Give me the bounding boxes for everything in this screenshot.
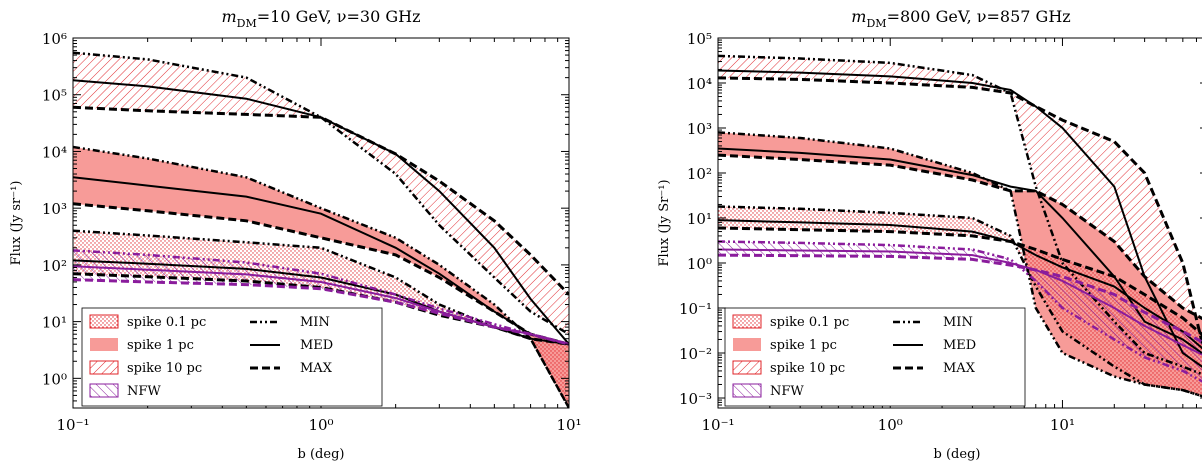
legend-label-spike-0.1pc: spike 0.1 pc: [770, 315, 849, 330]
legend-label-spike-0.1pc: spike 0.1 pc: [127, 315, 206, 330]
legend-label-nfw: NFW: [127, 384, 161, 399]
panel-left-axes: 10⁻¹ 10⁰ 10¹ 10⁰ 10¹ 10² 10³ 10⁴ 10⁵ 10⁶: [42, 30, 582, 434]
y-tick-label: 10⁰: [687, 255, 712, 273]
y-tick-label: 10²: [42, 257, 67, 275]
y-tick-label: 10³: [687, 120, 712, 138]
line-nfw-min: [73, 249, 569, 346]
legend-label-spike-10pc: spike 10 pc: [127, 361, 202, 376]
line-spike-10-pc-med: [718, 69, 1202, 368]
y-tick-label: 10⁻³: [679, 390, 712, 408]
legend-swatch-spike-10pc: [732, 360, 762, 375]
y-tick-label: 10¹: [42, 314, 67, 332]
panel-right-title: mDM=800 GeV, ν=857 GHz: [851, 7, 1070, 30]
legend-label-min: MIN: [300, 315, 330, 330]
legend-swatch-spike-1pc: [733, 338, 761, 351]
panel-left-plot-area: [73, 51, 569, 408]
line-spike-10-pc-min: [718, 54, 1202, 376]
legend-label-spike-1pc: spike 1 pc: [770, 338, 837, 353]
panel-right-ylabel: Flux (Jy Sr⁻¹): [657, 179, 672, 266]
line-nfw-min: [718, 240, 1202, 383]
line-spike-10-pc-max: [73, 105, 569, 296]
line-spike-1-pc-min: [718, 131, 1202, 398]
y-tick-label: 10⁰: [42, 370, 67, 388]
line-spike-10-pc-max: [718, 76, 1202, 349]
panel-right: mDM=800 GeV, ν=857 GHz Flux (Jy Sr⁻¹) b …: [657, 7, 1202, 462]
legend-label-spike-10pc: spike 10 pc: [770, 361, 845, 376]
legend-swatch-spike-0.1pc: [732, 314, 762, 329]
panel-left: mDM=10 GeV, ν=30 GHz Flux (Jy sr⁻¹) b (d…: [9, 7, 582, 462]
panel-left-ylabel: Flux (Jy sr⁻¹): [9, 181, 24, 266]
panel-right-legend: spike 0.1 pc spike 1 pc spike 10 pc NFW …: [724, 307, 1026, 407]
x-tick-label: 10⁻¹: [56, 416, 89, 434]
x-tick-label: 10⁰: [308, 416, 333, 434]
line-spike-0.1-pc-min: [718, 205, 1202, 398]
legend-label-spike-1pc: spike 1 pc: [127, 338, 194, 353]
legend-label-max: MAX: [300, 361, 333, 376]
line-nfw-max: [718, 253, 1202, 344]
panel-left-title: mDM=10 GeV, ν=30 GHz: [221, 7, 420, 30]
panel-right-frame: [717, 37, 1202, 409]
y-tick-label: 10³: [42, 200, 67, 218]
panel-right-plot-area: [718, 54, 1202, 398]
panel-right-axes: 10⁻¹ 10⁰ 10¹ 10⁻³ 10⁻² 10⁻¹ 10⁰ 10¹ 10² 10³ 10⁴ 10⁵: [679, 30, 1202, 434]
y-tick-label: 10⁴: [42, 143, 67, 161]
y-tick-label: 10⁵: [42, 87, 67, 105]
legend-swatch-spike-0.1pc: [89, 314, 119, 329]
panel-left-xlabel: b (deg): [298, 447, 345, 462]
line-spike-1-pc-med: [718, 147, 1202, 355]
line-spike-0.1-pc-max: [718, 226, 1202, 337]
band-spike-10-pc: [718, 55, 1202, 375]
y-tick-label: 10⁶: [42, 30, 67, 48]
legend-swatch-spike-1pc: [90, 338, 118, 351]
line-nfw-max: [73, 278, 569, 346]
legend-label-med: MED: [943, 338, 976, 353]
legend-label-max: MAX: [943, 361, 976, 376]
x-tick-label: 10¹: [556, 416, 581, 434]
x-tick-label: 10⁻¹: [701, 416, 734, 434]
x-tick-label: 10¹: [1050, 416, 1075, 434]
band-spike-1-pc: [73, 147, 569, 408]
y-tick-label: 10⁴: [687, 75, 712, 93]
line-spike-1-pc-max: [73, 202, 569, 346]
legend-swatch-nfw: [732, 383, 762, 398]
legend-frame: [724, 307, 1026, 407]
legend-label-med: MED: [300, 338, 333, 353]
x-tick-label: 10⁰: [878, 416, 903, 434]
y-tick-label: 10¹: [687, 210, 712, 228]
legend-frame: [81, 307, 383, 407]
legend-swatch-nfw: [89, 383, 119, 398]
legend-label-min: MIN: [943, 315, 973, 330]
y-tick-label: 10⁵: [687, 30, 712, 48]
panel-right-xlabel: b (deg): [934, 447, 981, 462]
band-spike-10-pc: [73, 52, 569, 335]
y-tick-label: 10⁻¹: [679, 300, 712, 318]
band-nfw: [73, 250, 569, 345]
legend-swatch-spike-10pc: [89, 360, 119, 375]
y-tick-label: 10⁻²: [679, 345, 712, 363]
legend-label-nfw: NFW: [770, 384, 804, 399]
y-tick-label: 10²: [687, 165, 712, 183]
panel-left-legend: spike 0.1 pc spike 1 pc spike 10 pc NFW …: [81, 307, 383, 407]
line-spike-0.1-pc-med: [718, 219, 1202, 350]
